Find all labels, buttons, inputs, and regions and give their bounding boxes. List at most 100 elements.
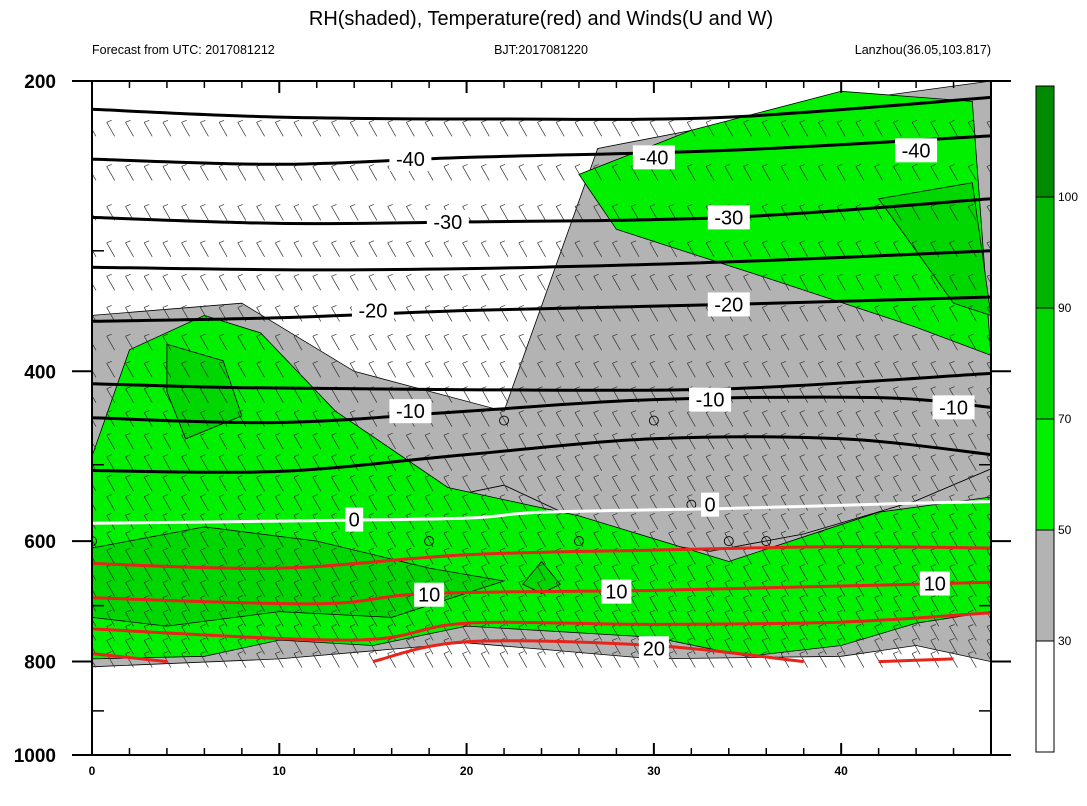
- wind-barb: [331, 624, 340, 641]
- wind-barb: [499, 595, 509, 612]
- wind-barb: [143, 386, 153, 403]
- wind-barb: [200, 595, 209, 612]
- wind-barb: [274, 333, 284, 351]
- wind-barb: [274, 432, 284, 450]
- rh-region-70: [522, 560, 561, 594]
- wind-barb: [218, 360, 228, 378]
- wind-barb: [668, 564, 677, 581]
- wind-barb: [480, 333, 490, 351]
- wind-barb: [424, 609, 434, 627]
- wind-barb: [181, 360, 190, 378]
- wind-barb: [630, 512, 640, 530]
- wind-barb: [237, 474, 247, 492]
- wind-barb: [462, 547, 471, 565]
- wind-barb: [256, 547, 265, 565]
- x-tick-label: 10: [273, 764, 287, 778]
- wind-barb: [743, 119, 752, 137]
- wind-barb: [799, 624, 809, 641]
- wind-barb: [668, 360, 677, 378]
- wind-barb: [349, 580, 359, 597]
- wind-barb: [593, 410, 603, 427]
- wind-barb: [387, 474, 397, 492]
- contour-label-box: [351, 298, 394, 323]
- wind-barb: [874, 474, 883, 492]
- wind-barb: [949, 164, 958, 181]
- wind-barb: [143, 530, 153, 548]
- wind-barb: [256, 119, 265, 137]
- wind-barb: [162, 333, 172, 351]
- wind-barb: [143, 609, 153, 627]
- wind-barb: [724, 512, 734, 530]
- wind-barb: [200, 410, 209, 427]
- wind-barb: [518, 204, 528, 221]
- wind-barb: [331, 530, 340, 548]
- wind-barb: [537, 410, 546, 427]
- wind-barb: [424, 564, 434, 581]
- wind-barb: [855, 432, 865, 450]
- wind-barb: [200, 164, 209, 181]
- wind-barb: [930, 305, 940, 322]
- wind-barb: [799, 119, 809, 137]
- wind-barb: [555, 204, 565, 221]
- wind-barb: [125, 273, 134, 291]
- wind-barb: [555, 595, 565, 612]
- wind-barb: [237, 432, 247, 450]
- wind-barb: [930, 333, 940, 351]
- wind-barb: [218, 637, 228, 655]
- wind-barb: [761, 305, 771, 322]
- wind-barb: [911, 530, 921, 548]
- wind-barb: [724, 333, 734, 351]
- wind-barb: [237, 204, 247, 221]
- wind-barb: [986, 386, 991, 397]
- wind-barb: [836, 547, 846, 565]
- wind-barb: [368, 240, 378, 257]
- wind-barb: [143, 432, 153, 450]
- temperature-contour-10: [92, 545, 991, 570]
- contour-label: 10: [601, 579, 632, 604]
- wind-barb: [686, 474, 696, 492]
- wind-barb: [480, 624, 490, 641]
- wind-barb: [387, 512, 397, 530]
- wind-barb: [443, 119, 453, 137]
- wind-barb: [855, 609, 865, 627]
- contour-label-text: -10: [396, 401, 425, 423]
- wind-barb: [574, 494, 584, 511]
- wind-barb: [537, 624, 546, 641]
- wind-barb: [518, 651, 528, 668]
- wind-barb: [780, 512, 790, 530]
- wind-barb: [237, 410, 247, 427]
- wind-barb: [537, 580, 546, 597]
- wind-barb: [705, 564, 715, 581]
- wind-barb: [518, 432, 528, 450]
- wind-barb: [612, 410, 621, 427]
- colorbar-segment: [1035, 418, 1055, 531]
- wind-barb: [499, 474, 509, 492]
- wind-barb: [349, 360, 359, 378]
- wind-barb: [855, 564, 865, 581]
- wind-barb: [986, 361, 991, 372]
- wind-barb: [668, 474, 677, 492]
- contour-label-text: -40: [396, 149, 425, 171]
- wind-barb: [855, 474, 865, 492]
- wind-barb: [331, 547, 340, 565]
- wind-barb: [761, 204, 771, 221]
- wind-barb: [106, 530, 116, 548]
- wind-barb: [686, 651, 696, 668]
- wind-barb: [443, 595, 453, 612]
- wind-barb: [724, 273, 734, 291]
- wind-barb: [237, 547, 247, 565]
- wind-barb: [986, 475, 991, 485]
- wind-barb: [649, 360, 659, 378]
- wind-barb: [668, 119, 677, 137]
- wind-barb: [967, 530, 977, 548]
- wind-barb: [986, 433, 991, 443]
- wind-barb: [106, 333, 116, 351]
- contour-label-box: [895, 138, 938, 163]
- wind-barb: [836, 512, 846, 530]
- wind-barb: [574, 512, 584, 530]
- wind-barb: [818, 454, 827, 471]
- wind-barb: [986, 164, 991, 175]
- wind-barb: [480, 474, 490, 492]
- wind-barb: [218, 454, 228, 471]
- wind-barb: [855, 530, 865, 548]
